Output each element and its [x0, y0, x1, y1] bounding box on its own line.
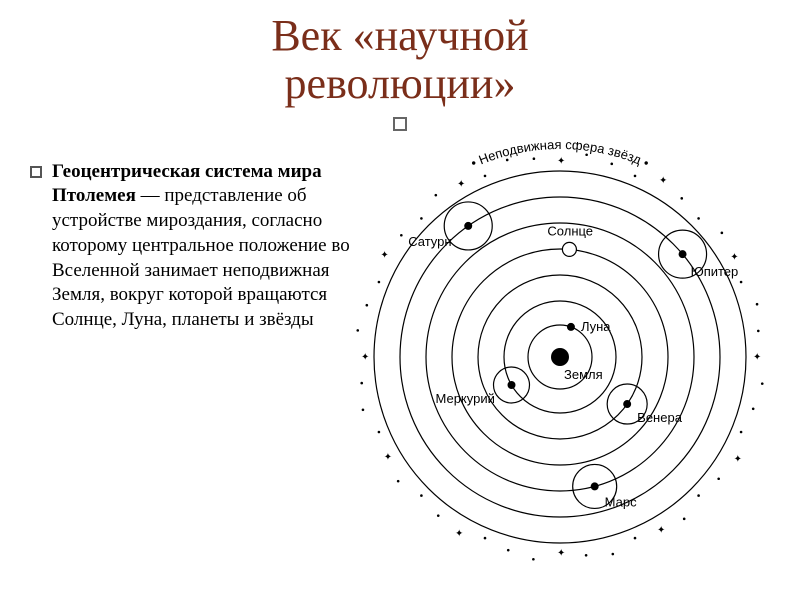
svg-text:✦: ✦ [455, 528, 463, 539]
diagram-column: ✦✦✦✦✦✦✦✦✦✦✦✦• Неподвижная сфера звёзд •З… [350, 142, 780, 572]
bullet-icon [30, 166, 42, 178]
svg-text:Земля: Земля [564, 367, 603, 382]
body-bold-1: Геоцентрическая система мира [52, 161, 322, 182]
svg-text:✦: ✦ [361, 352, 369, 363]
title-marker-icon [393, 117, 407, 131]
svg-text:✦: ✦ [730, 252, 738, 263]
svg-text:Марс: Марс [605, 494, 637, 509]
svg-text:Солнце: Солнце [547, 223, 593, 238]
svg-text:✦: ✦ [380, 250, 388, 261]
body-bold-2: Птолемея [52, 185, 136, 206]
text-column: Геоцентрическая система мира Птолемея — … [30, 142, 350, 572]
title-line-1: Век «научной [0, 12, 800, 60]
svg-text:✦: ✦ [457, 179, 465, 190]
svg-text:✦: ✦ [657, 525, 665, 536]
svg-text:✦: ✦ [734, 454, 742, 465]
geocentric-diagram: ✦✦✦✦✦✦✦✦✦✦✦✦• Неподвижная сфера звёзд •З… [350, 142, 780, 572]
svg-text:Меркурий: Меркурий [436, 391, 495, 406]
svg-text:✦: ✦ [557, 548, 565, 559]
bullet-item: Геоцентрическая система мира Птолемея — … [30, 160, 350, 333]
svg-text:✦: ✦ [557, 156, 565, 167]
svg-text:✦: ✦ [753, 352, 761, 363]
title-line-2: революции» [0, 60, 800, 108]
body-paragraph: Геоцентрическая система мира Птолемея — … [52, 160, 350, 333]
slide-title: Век «научной революции» [0, 0, 800, 134]
svg-text:Юпитер: Юпитер [691, 264, 739, 279]
svg-text:Сатурн: Сатурн [408, 234, 451, 249]
svg-text:✦: ✦ [384, 452, 392, 463]
svg-text:Венера: Венера [637, 410, 683, 425]
body-plain-2: — представление об устройстве мироздания… [52, 185, 350, 329]
svg-text:✦: ✦ [659, 175, 667, 186]
svg-text:Луна: Луна [581, 319, 611, 334]
content-row: Геоцентрическая система мира Птолемея — … [0, 134, 800, 572]
